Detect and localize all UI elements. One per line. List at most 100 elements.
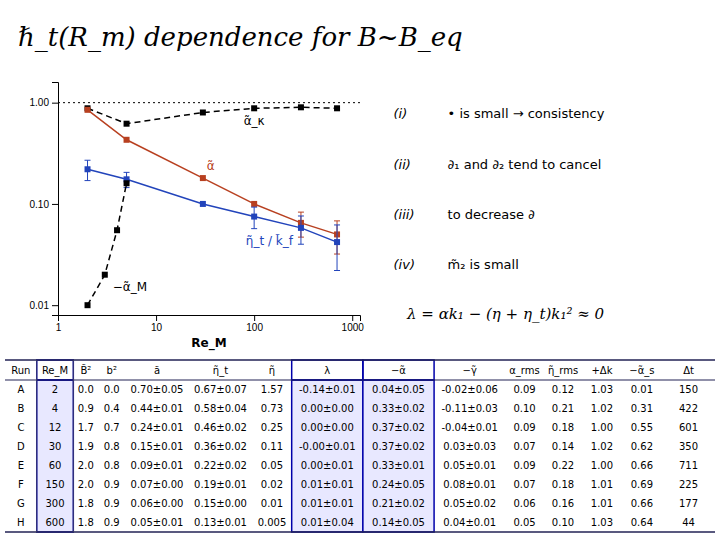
table-cell: 0.01 xyxy=(631,384,653,395)
x-tick-mark xyxy=(352,315,353,321)
table-cell: 0.24±0.01 xyxy=(131,422,184,433)
table-header: η̃ xyxy=(269,365,275,376)
table-cell: G xyxy=(17,498,25,509)
table-cell: 0.16 xyxy=(552,498,574,509)
series-label: η̃_t / k̃_f xyxy=(246,234,294,248)
reference-line xyxy=(58,102,360,103)
table-cell: 350 xyxy=(679,441,698,452)
series-marker xyxy=(124,180,130,186)
table-cell: 0.04±0.01 xyxy=(443,517,496,528)
table-rule xyxy=(5,379,715,380)
table-cell: 0.05 xyxy=(513,517,535,528)
series-marker xyxy=(114,227,120,233)
table-header: ã xyxy=(154,365,160,376)
table-cell: 150 xyxy=(45,479,64,490)
table-cell: 0.03±0.03 xyxy=(443,441,496,452)
chart-container: ℏ_t(R_m) dependence for B~B_eq1101001000… xyxy=(0,0,720,540)
table-cell: 0.9 xyxy=(104,498,120,509)
table-cell: 1.02 xyxy=(591,441,613,452)
table-highlight xyxy=(37,380,74,532)
table-cell: 0.24±0.05 xyxy=(372,479,425,490)
error-bar-cap xyxy=(124,172,130,173)
error-bar-cap xyxy=(85,180,91,181)
table-cell: 0.0 xyxy=(78,384,94,395)
table-cell: 0.9 xyxy=(78,403,94,414)
table-cell: 300 xyxy=(45,498,64,509)
x-axis: 1 10 100 1000 xyxy=(56,315,365,333)
table-cell: 0.01±0.01 xyxy=(301,479,354,490)
x-tick-mark xyxy=(254,315,255,321)
x-tick: 100 xyxy=(246,315,263,333)
table-cell: 2 xyxy=(52,384,58,395)
table-cell: 0.05±0.01 xyxy=(131,517,184,528)
table-cell: 0.08±0.01 xyxy=(443,479,496,490)
table-cell: 0.14 xyxy=(552,441,574,452)
table-cell: 0.09 xyxy=(513,422,535,433)
error-bar-cap xyxy=(298,212,304,213)
x-tick: 1000 xyxy=(342,315,365,333)
table-cell: 150 xyxy=(679,384,698,395)
table-rule xyxy=(5,359,715,361)
table-header: α_rms xyxy=(509,365,539,377)
table-cell: 0.9 xyxy=(104,517,120,528)
table-cell: 0.18 xyxy=(552,422,574,433)
table-highlight xyxy=(292,360,363,380)
error-bar-stem xyxy=(87,160,88,180)
table-cell: 1.7 xyxy=(78,422,94,433)
equation: λ = αk₁ − (η + η_t)k₁² ≈ 0 xyxy=(406,305,604,323)
table-header: Δt xyxy=(683,365,694,376)
table-cell: 1.02 xyxy=(591,403,613,414)
table-cell: 0.44±0.01 xyxy=(131,403,184,414)
table-cell: 0.7 xyxy=(104,422,120,433)
table-header: −γ̃ xyxy=(463,365,477,376)
table-cell: D xyxy=(17,441,25,452)
table-cell: E xyxy=(18,460,24,471)
table-cell: 0.00±0.00 xyxy=(301,403,354,414)
table-cell: 1.03 xyxy=(591,517,613,528)
table-cell: 0.46±0.02 xyxy=(194,422,247,433)
table-cell: 1.57 xyxy=(261,384,283,395)
y-tick: 1.00 xyxy=(30,97,58,108)
series-marker xyxy=(200,109,206,115)
table-cell: 0.11 xyxy=(261,441,283,452)
annotation-text: • is small → consistency xyxy=(448,106,605,121)
series-marker xyxy=(124,137,130,143)
series-label: −α̃_M xyxy=(113,280,147,294)
y-tick-mark xyxy=(52,204,58,205)
table-header: λ xyxy=(324,365,330,376)
error-bar-cap xyxy=(334,270,340,271)
table-cell: 0.05±0.02 xyxy=(443,498,496,509)
series-marker xyxy=(124,121,130,127)
y-tick-mark xyxy=(52,103,58,104)
table-cell: 0.01±0.01 xyxy=(301,498,354,509)
error-bar xyxy=(85,160,91,180)
annotation-label: (i) xyxy=(394,106,408,121)
table-cell: 711 xyxy=(679,460,698,471)
table-cell: 177 xyxy=(679,498,698,509)
table-cell: 0.06 xyxy=(513,498,535,509)
table-cell: 0.33±0.01 xyxy=(372,460,425,471)
annotation-text: ∂₁ and ∂₂ tend to cancel xyxy=(448,157,602,172)
table-cell: 0.02 xyxy=(261,479,283,490)
error-bar-stem xyxy=(337,225,338,271)
error-bar-cap xyxy=(298,244,304,245)
table-cell: 1.01 xyxy=(591,479,613,490)
table-header: η̃_t xyxy=(213,365,228,377)
table-highlight xyxy=(37,360,74,380)
series-marker xyxy=(251,105,257,111)
series-marker xyxy=(102,272,108,278)
table-cell: 0.07 xyxy=(513,441,535,452)
x-tick-label: 10 xyxy=(151,322,163,333)
table-highlight xyxy=(363,380,434,532)
annotation-label: (iii) xyxy=(394,207,415,222)
error-bar-stem xyxy=(254,207,255,229)
series-marker xyxy=(200,201,206,207)
table-cell: 1.00 xyxy=(591,460,613,471)
table-cell: 600 xyxy=(45,517,64,528)
y-tick-label: 1.00 xyxy=(30,97,50,108)
table-cell: 0.13±0.01 xyxy=(194,517,247,528)
table-cell: 0.21±0.02 xyxy=(372,498,425,509)
table-cell: 0.64 xyxy=(631,517,653,528)
x-tick-label: 1 xyxy=(56,322,62,333)
table-cell: 0.0 xyxy=(104,384,120,395)
